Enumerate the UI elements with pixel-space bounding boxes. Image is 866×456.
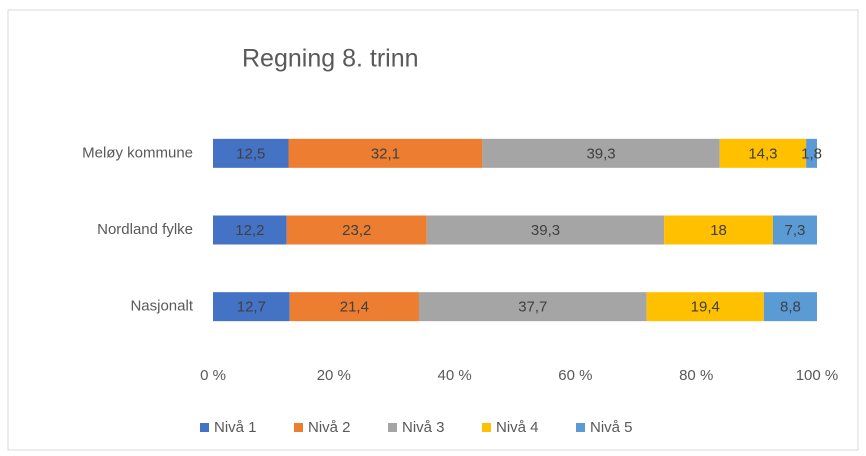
x-tick-label: 0 % [200, 367, 226, 384]
chart-title: Regning 8. trinn [242, 45, 419, 73]
bar-segment [772, 215, 817, 245]
data-label: 19,4 [691, 299, 720, 316]
data-label: 32,1 [371, 145, 400, 162]
data-label: 18 [710, 222, 727, 239]
bar-segment [286, 215, 427, 245]
legend-label: Nivå 1 [214, 419, 257, 436]
legend-label: Nivå 4 [496, 419, 539, 436]
bar-segment [664, 215, 773, 245]
bar-segment [482, 138, 720, 168]
x-tick-label: 80 % [679, 367, 713, 384]
legend-label: Nivå 3 [402, 419, 445, 436]
bar-segment [213, 215, 287, 245]
bar-segment [646, 292, 764, 322]
y-tick-label: Nasjonalt [130, 298, 193, 315]
data-label: 12,5 [236, 145, 265, 162]
data-label: 21,4 [340, 299, 369, 316]
bar-segment [288, 138, 483, 168]
data-label: 23,2 [342, 222, 371, 239]
bar-segment [719, 138, 807, 168]
x-tick-label: 100 % [796, 367, 839, 384]
data-label: 14,3 [748, 145, 777, 162]
x-tick-label: 60 % [558, 367, 592, 384]
data-label: 39,3 [531, 222, 560, 239]
data-label: 7,3 [785, 222, 806, 239]
data-label: 8,8 [780, 299, 801, 316]
x-tick-label: 20 % [317, 367, 351, 384]
y-tick-label: Meløy kommune [82, 144, 193, 161]
bar-segment [213, 292, 290, 322]
legend-swatch [482, 423, 491, 432]
legend-swatch [294, 423, 303, 432]
bar-segment [213, 138, 289, 168]
bar-segment [806, 138, 817, 168]
legend-label: Nivå 2 [308, 419, 351, 436]
bar-segment [763, 292, 817, 322]
bar-segment [426, 215, 665, 245]
data-label: 12,2 [235, 222, 264, 239]
legend-swatch [200, 423, 209, 432]
legend-swatch [576, 423, 585, 432]
data-label: 39,3 [586, 145, 615, 162]
data-label: 12,7 [237, 299, 266, 316]
bar-segment [289, 292, 419, 322]
data-label: 37,7 [518, 299, 547, 316]
legend-label: Nivå 5 [590, 419, 633, 436]
bar-segment [418, 292, 647, 322]
data-label: 1,8 [801, 145, 822, 162]
legend-swatch [388, 423, 397, 432]
x-tick-label: 40 % [437, 367, 471, 384]
y-tick-label: Nordland fylke [97, 221, 193, 238]
